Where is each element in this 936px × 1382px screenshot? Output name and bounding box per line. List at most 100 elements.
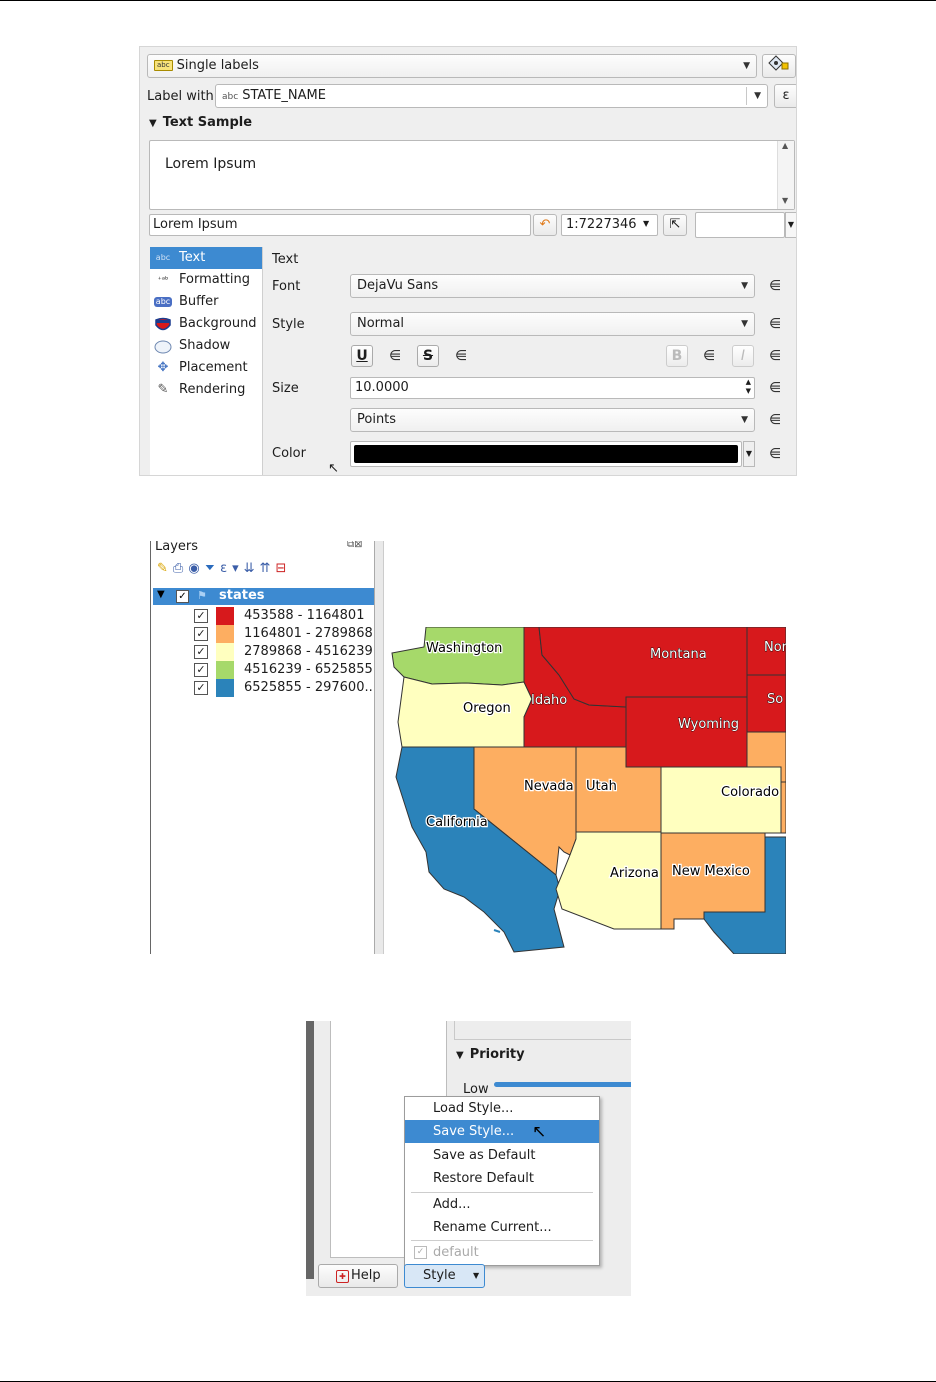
layer-visibility-checkbox[interactable]: ✓ (176, 590, 189, 603)
color-label: Color (272, 446, 306, 461)
labeling-panel: abc Single labels ▼ Label with abc STATE_N… (139, 46, 797, 476)
menu-separator (411, 1192, 593, 1193)
legend-checkbox[interactable]: ✓ (194, 627, 208, 641)
strikeout-glyph: S (422, 348, 434, 364)
menu-item-add[interactable]: Add... (433, 1197, 471, 1212)
nav-item-rendering[interactable]: ✎ Rendering (150, 379, 262, 401)
expand-triangle-icon[interactable]: ▼ (157, 589, 165, 600)
label-field-value: STATE_NAME (242, 88, 326, 103)
layers-scrollbar[interactable] (374, 541, 384, 954)
layer-row-states[interactable]: ▼ ✓ ⚑ states (153, 588, 375, 605)
sample-text-input[interactable]: Lorem Ipsum (149, 214, 531, 236)
expand-all-icon[interactable]: ⇊ (243, 561, 260, 576)
expression-icon: ε (782, 88, 790, 103)
color-button[interactable] (350, 441, 742, 467)
state-texas (703, 836, 786, 954)
chevron-down-icon[interactable]: ▼ (785, 212, 796, 238)
italic-glyph: I (740, 348, 746, 364)
filter-icon[interactable]: ⏷ (204, 561, 221, 576)
nav-item-label: Rendering (179, 382, 246, 397)
chevron-down-icon[interactable]: ▼ (743, 441, 755, 467)
nav-item-placement[interactable]: ✥ Placement (150, 357, 262, 379)
nav-item-text[interactable]: abc Text (150, 247, 262, 269)
size-data-defined-button[interactable]: ⋹ (762, 377, 788, 399)
spin-arrows-icon: ▲ ▼ (745, 378, 751, 395)
style-dropdown-menu: Load Style... Save Style... Save as Defa… (404, 1096, 600, 1266)
reset-sample-button[interactable]: ↶ (533, 214, 557, 236)
legend-checkbox[interactable]: ✓ (194, 645, 208, 659)
map-label-montana: Montana (650, 647, 707, 662)
state-washington (391, 627, 525, 686)
style-data-defined-button[interactable]: ⋹ (762, 313, 788, 335)
nav-item-buffer[interactable]: abc Buffer (150, 291, 262, 313)
help-icon: ✚ (336, 1270, 349, 1283)
nav-item-formatting[interactable]: ⁺ᵃᵇ Formatting (150, 269, 262, 291)
priority-slider[interactable] (494, 1082, 631, 1087)
scale-combo[interactable]: 1:7227346 ▼ (561, 214, 658, 236)
color-data-defined-button[interactable]: ⋹ (762, 443, 788, 465)
expression-button[interactable]: ε (774, 84, 796, 108)
menu-item-save-style[interactable]: Save Style... (405, 1120, 599, 1143)
data-defined-icon: ⋹ (768, 278, 782, 294)
legend-checkbox[interactable]: ✓ (194, 681, 208, 695)
menu-item-restore-default[interactable]: Restore Default (433, 1171, 534, 1186)
data-defined-icon: ⋹ (768, 316, 782, 332)
default-check-icon: ✓ (414, 1246, 427, 1259)
italic-button[interactable]: I (732, 345, 754, 367)
menu-item-save-as-default[interactable]: Save as Default (433, 1148, 536, 1163)
italic-data-defined-button[interactable]: ⋹ (762, 345, 788, 367)
style-panel-icon[interactable]: ✎ (157, 561, 173, 576)
legend-swatch (216, 643, 234, 661)
priority-title: Priority (469, 1047, 525, 1062)
style-label: Style (272, 317, 305, 332)
chevron-down-icon: ▼ (741, 319, 748, 329)
underline-button[interactable]: U (351, 345, 373, 367)
bold-button[interactable]: B (666, 345, 688, 367)
size-label: Size (272, 381, 299, 396)
text-sample-header[interactable]: ▼ Text Sample (149, 115, 252, 130)
bold-data-defined-button[interactable]: ⋹ (696, 345, 722, 367)
chevron-down-icon: ▼ (743, 61, 750, 71)
add-group-icon[interactable]: ⎙ (172, 561, 189, 576)
size-spinbox[interactable]: 10.0000 ▲ ▼ (350, 377, 755, 399)
nav-item-background[interactable]: Background (150, 313, 262, 335)
collapse-triangle-icon: ▼ (456, 1050, 464, 1061)
legend-range-label: 1164801 - 2789868 (244, 626, 373, 641)
unit-data-defined-button[interactable]: ⋹ (762, 409, 788, 431)
style-button[interactable]: Style ▼ (404, 1264, 485, 1288)
float-close-icons[interactable]: ⧉⊠ (347, 541, 363, 550)
nav-item-shadow[interactable]: Shadow (150, 335, 262, 357)
strikeout-data-defined-button[interactable]: ⋹ (448, 345, 474, 367)
expression-filter-icon[interactable]: ε▾ (220, 561, 244, 576)
priority-header[interactable]: ▼ Priority (456, 1047, 525, 1062)
help-button[interactable]: ✚ Help (318, 1264, 398, 1288)
mouse-cursor-icon: ↖ (532, 1122, 547, 1142)
strikeout-button[interactable]: S (417, 345, 439, 367)
map-canvas[interactable]: Washington Oregon Idaho Montana Nor So W… (384, 627, 786, 954)
map-scale-button[interactable]: ⇱ (663, 214, 687, 236)
remove-layer-icon[interactable]: ⊟ (275, 561, 292, 576)
legend-checkbox[interactable]: ✓ (194, 663, 208, 677)
label-mode-combo[interactable]: abc Single labels ▼ (147, 54, 757, 78)
style-combo[interactable]: Normal ▼ (350, 312, 755, 336)
font-combo[interactable]: DejaVu Sans ▼ (350, 274, 755, 298)
collapse-all-icon[interactable]: ⇈ (259, 561, 276, 576)
map-label-colorado: Colorado (721, 785, 779, 800)
menu-item-rename-current[interactable]: Rename Current... (433, 1220, 552, 1235)
menu-item-default[interactable]: default (433, 1245, 479, 1260)
background-color-field[interactable] (695, 212, 785, 238)
data-defined-icon: ⋹ (768, 446, 782, 462)
legend-swatch (216, 607, 234, 625)
font-value: DejaVu Sans (357, 278, 439, 293)
chevron-down-icon: ▼ (741, 281, 748, 291)
preview-scrollbar[interactable]: ▲ ▼ (777, 141, 794, 209)
size-unit-combo[interactable]: Points ▼ (350, 408, 755, 432)
menu-item-load-style[interactable]: Load Style... (433, 1101, 514, 1116)
font-label: Font (272, 279, 301, 294)
visibility-icon[interactable]: ◉ (188, 561, 205, 576)
label-field-combo[interactable]: abc STATE_NAME ▼ (215, 84, 768, 108)
legend-checkbox[interactable]: ✓ (194, 609, 208, 623)
underline-data-defined-button[interactable]: ⋹ (382, 345, 408, 367)
font-data-defined-button[interactable]: ⋹ (762, 275, 788, 297)
rule-settings-button[interactable] (762, 54, 796, 78)
